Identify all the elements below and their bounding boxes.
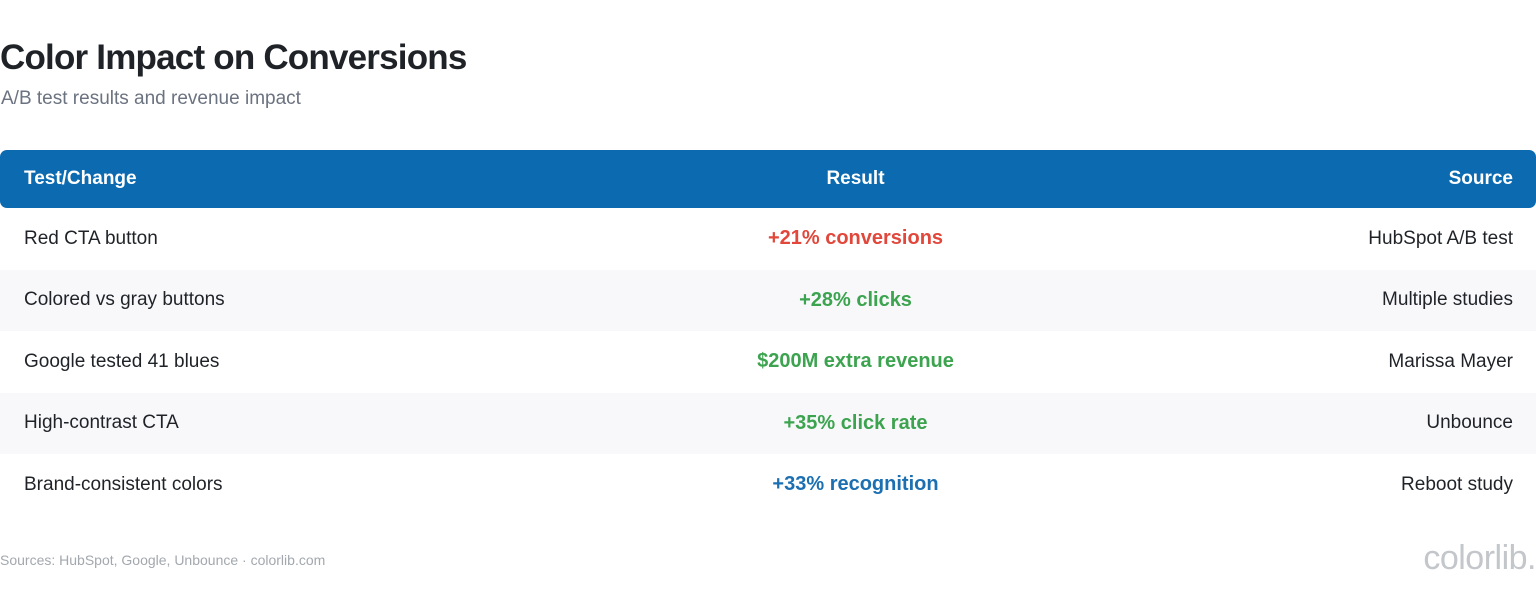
brand-logo: colorlib. — [1423, 539, 1536, 577]
test-cell: Brand-consistent colors — [24, 473, 223, 495]
test-cell: Colored vs gray buttons — [24, 289, 225, 311]
source-cell: Marissa Mayer — [1388, 350, 1513, 372]
column-header-result: Result — [826, 168, 885, 189]
table-header: Test/Change Result Source — [0, 150, 1536, 208]
column-header-source: Source — [1448, 168, 1513, 189]
page-subtitle: A/B test results and revenue impact — [1, 88, 301, 109]
result-cell: +28% clicks — [799, 288, 912, 311]
result-cell: +21% conversions — [767, 227, 944, 250]
table-row: Google tested 41 blues $200M extra reven… — [0, 331, 1536, 393]
page-title: Color Impact on Conversions — [0, 38, 467, 77]
source-cell: Unbounce — [1426, 412, 1513, 434]
table-row: Red CTA button +21% conversions HubSpot … — [0, 208, 1536, 270]
result-cell: +33% recognition — [772, 473, 939, 496]
source-cell: Reboot study — [1401, 473, 1513, 495]
results-table: Test/Change Result Source Red CTA button… — [0, 150, 1536, 516]
test-cell: High-contrast CTA — [24, 412, 179, 434]
table-row: Brand-consistent colors +33% recognition… — [0, 454, 1536, 516]
result-cell: +35% click rate — [783, 411, 928, 434]
test-cell: Google tested 41 blues — [24, 350, 220, 372]
source-cell: HubSpot A/B test — [1368, 227, 1513, 249]
column-header-test: Test/Change — [24, 168, 137, 189]
source-cell: Multiple studies — [1382, 289, 1513, 311]
table-row: High-contrast CTA +35% click rate Unboun… — [0, 392, 1536, 454]
table-row: Colored vs gray buttons +28% clicks Mult… — [0, 269, 1536, 331]
sources-footnote: Sources: HubSpot, Google, Unbounce · col… — [0, 552, 326, 568]
test-cell: Red CTA button — [24, 227, 158, 249]
result-cell: $200M extra revenue — [757, 350, 954, 373]
